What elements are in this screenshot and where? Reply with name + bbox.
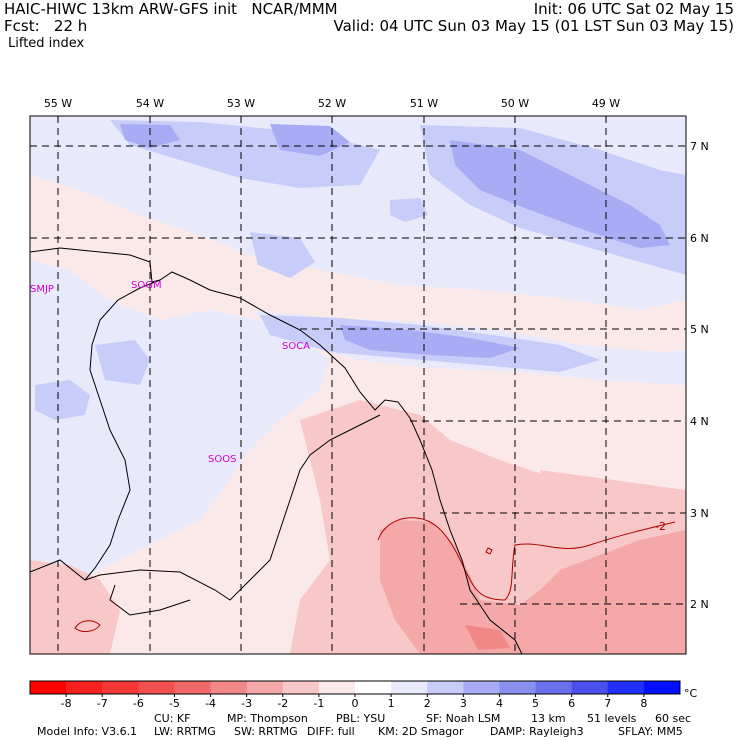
pink-region-sw [30,560,120,654]
blue-patch-mid [250,232,315,278]
red-pink-core [465,625,510,650]
station-label: SOCA [282,341,310,352]
forecast-hour: Fcst: 22 h [4,17,88,35]
model-info: Model Info: V3.6.1 [37,725,138,738]
colorbar-swatch [427,681,464,694]
colorbar-swatch [66,681,103,694]
lon-label: 50 W [501,97,529,110]
blue-patch-west [35,380,90,420]
colorbar-tick-label: 3 [460,697,467,710]
colorbar-swatch [355,681,392,694]
station-label: SOGM [131,280,162,291]
colorbar-tick-label: 1 [388,697,395,710]
lon-label: 54 W [136,97,164,110]
blue-core-n [120,124,180,148]
colorbar-tick-label: -8 [61,697,72,710]
colorbar-swatch [535,681,573,694]
blue-patch-central [95,340,150,385]
colorbar-swatch [643,681,681,694]
colorbar-swatch [499,681,537,694]
longitude-labels: 55 W 54 W 53 W 52 W 51 W 50 W 49 W [44,97,620,110]
colorbar-swatch [318,681,356,694]
grid-lines [30,116,686,654]
colorbar-tick-label: -7 [97,697,108,710]
colorbar-swatch [210,681,248,694]
colorbar-tick-label: -3 [241,697,252,710]
lat-label: 2 N [690,598,709,611]
colorbar-swatch [607,681,645,694]
cu-info: CU: KF [154,712,191,725]
lon-label: 55 W [44,97,72,110]
colorbar-tick-label: 8 [640,697,647,710]
colorbar-tick-label: -4 [205,697,216,710]
lat-label: 3 N [690,507,709,520]
lat-label: 5 N [690,323,709,336]
blue-core-5n [340,325,520,358]
lon-label: 53 W [227,97,255,110]
lw-info: LW: RRTMG [154,725,216,738]
contour-label: -2 [655,520,666,533]
colorbar-tick-label: 4 [496,697,503,710]
colorbar-tick-label: 6 [568,697,575,710]
shaded-field [30,116,686,654]
colorbar: -8 -7 -6 -5 -4 -3 -2 -1 0 1 2 3 4 5 6 7 8 °C [29,680,698,710]
latitude-labels: 7 N 6 N 5 N 4 N 3 N 2 N [690,140,709,611]
levels-info: 51 levels [587,712,637,725]
colorbar-tick-label: 0 [352,697,359,710]
mp-info: MP: Thompson [227,712,308,725]
colorbar-tick-label: -5 [169,697,180,710]
lon-label: 51 W [410,97,438,110]
coastlines [30,247,523,654]
pink-region-ne [540,470,686,520]
blue-core-ne [450,140,670,248]
colorbar-swatch [138,681,175,694]
colorbar-swatch [30,681,67,694]
sw-info: SW: RRTMG [234,725,298,738]
sf-info: SF: Noah LSM [426,712,501,725]
colorbar-tick-label: 5 [532,697,539,710]
colorbar-swatch [282,681,320,694]
station-label: SOOS [208,454,236,465]
field-name: Lifted index [8,36,85,51]
colorbar-tick-label: -6 [133,697,144,710]
light-blue-west [30,260,330,580]
colorbar-unit: °C [684,687,698,700]
damp-info: DAMP: Rayleigh3 [490,725,584,738]
station-label: SMJP [30,284,54,295]
colorbar-tick-label: -1 [313,697,324,710]
colorbar-tick-label: 7 [604,697,611,710]
lat-label: 6 N [690,232,709,245]
model-title: HAIC-HIWC 13km ARW-GFS init NCAR/MMM [4,0,338,18]
contour-lines [74,517,676,633]
colorbar-swatch [246,681,284,694]
pbl-info: PBL: YSU [336,712,386,725]
plot-frame [29,115,687,655]
init-time: Init: 06 UTC Sat 02 May 15 [533,0,734,18]
timestep-info: 60 sec [655,712,692,725]
lat-label: 4 N [690,415,709,428]
km-info: KM: 2D Smagor [378,725,464,738]
colorbar-swatch [463,681,500,694]
colorbar-swatch [102,681,139,694]
colorbar-tick-label: 2 [424,697,431,710]
lat-label: 7 N [690,140,709,153]
blue-patch-small [390,198,428,222]
sflay-info: SFLAY: MM5 [618,725,683,738]
valid-time: Valid: 04 UTC Sun 03 May 15 (01 LST Sun … [333,17,734,35]
lon-label: 52 W [318,97,346,110]
footer-info-line1: Model Info: V3.6.1 [30,712,137,738]
diff-info: DIFF: full [307,725,355,738]
resolution-info: 13 km [531,712,566,725]
colorbar-swatch [174,681,212,694]
blue-core-n2 [270,124,350,156]
lon-label: 49 W [592,97,620,110]
station-labels: SMJP SOGM SOCA SOOS [30,280,310,465]
colorbar-tick-label: -2 [277,697,288,710]
colorbar-swatch [391,681,428,694]
colorbar-swatch [571,681,609,694]
